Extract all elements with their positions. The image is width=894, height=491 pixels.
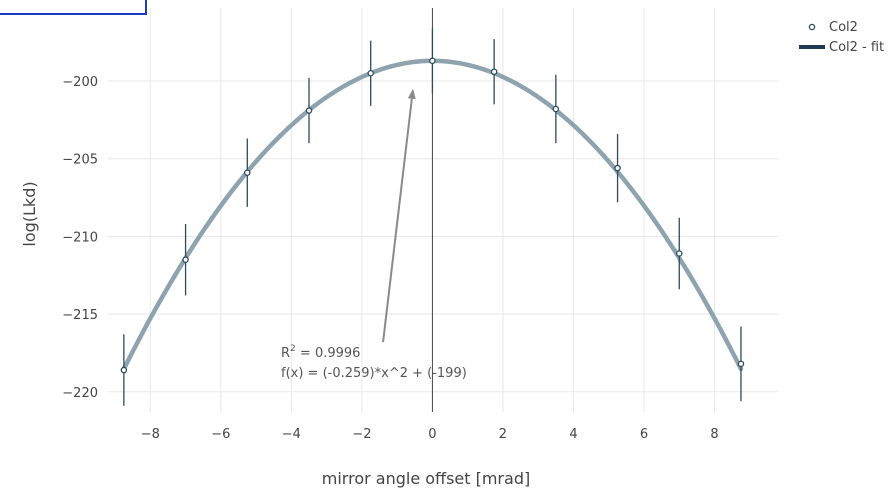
x-tick-label: 0 — [428, 427, 436, 442]
legend-label-col2: Col2 — [829, 20, 858, 35]
data-point — [429, 57, 436, 65]
data-point — [120, 366, 128, 374]
r-squared-value: = 0.9996 — [296, 346, 361, 361]
grid-lines — [108, 8, 778, 412]
data-point — [614, 164, 621, 172]
x-axis-title: mirror angle offset [mrad] — [322, 469, 530, 488]
x-tick-label: −4 — [282, 427, 301, 442]
legend-item-col2[interactable]: Col2 — [808, 20, 858, 35]
x-tick-label: 4 — [569, 427, 577, 442]
legend-label-col2-fit: Col2 - fit — [829, 40, 884, 55]
fit-annotation: R2 = 0.9996 f(x) = (-0.259)*x^2 + (-199) — [281, 88, 467, 381]
data-point — [552, 105, 560, 113]
top-left-box — [0, 0, 147, 15]
x-tick-label: 2 — [499, 427, 507, 442]
data-point — [737, 360, 745, 368]
data-point — [182, 256, 189, 263]
legend[interactable]: Col2 Col2 - fit — [799, 20, 884, 55]
legend-marker-col2 — [808, 23, 816, 31]
data-point — [490, 68, 498, 75]
x-tick-label: −2 — [352, 427, 371, 442]
y-tick-label: −215 — [62, 308, 98, 323]
data-point — [244, 169, 251, 176]
y-tick-labels: −200 −205 −210 −215 −220 — [62, 75, 98, 401]
annotation-arrow — [382, 98, 413, 343]
data-points — [120, 57, 745, 374]
data-point — [305, 107, 313, 114]
data-point — [367, 70, 374, 77]
y-tick-label: −210 — [62, 230, 98, 245]
fit-formula-label: f(x) = (-0.259)*x^2 + (-199) — [281, 366, 467, 381]
y-tick-label: −200 — [62, 75, 98, 90]
r-squared-superscript: 2 — [290, 344, 296, 354]
y-axis-title: log(Lkd) — [20, 181, 39, 246]
x-tick-label: 6 — [640, 427, 648, 442]
r-squared-base: R — [281, 346, 290, 361]
y-tick-label: −205 — [62, 153, 98, 168]
r-squared-label: R2 = 0.9996 — [281, 344, 360, 361]
x-tick-label: 8 — [710, 427, 718, 442]
annotation-arrowhead — [407, 88, 416, 100]
x-tick-label: −6 — [211, 427, 230, 442]
legend-item-col2-fit[interactable]: Col2 - fit — [799, 40, 884, 55]
y-tick-label: −220 — [62, 386, 98, 401]
data-point — [676, 250, 683, 257]
x-tick-labels: −8 −6 −4 −2 0 2 4 6 8 — [141, 427, 719, 442]
x-tick-label: −8 — [141, 427, 160, 442]
